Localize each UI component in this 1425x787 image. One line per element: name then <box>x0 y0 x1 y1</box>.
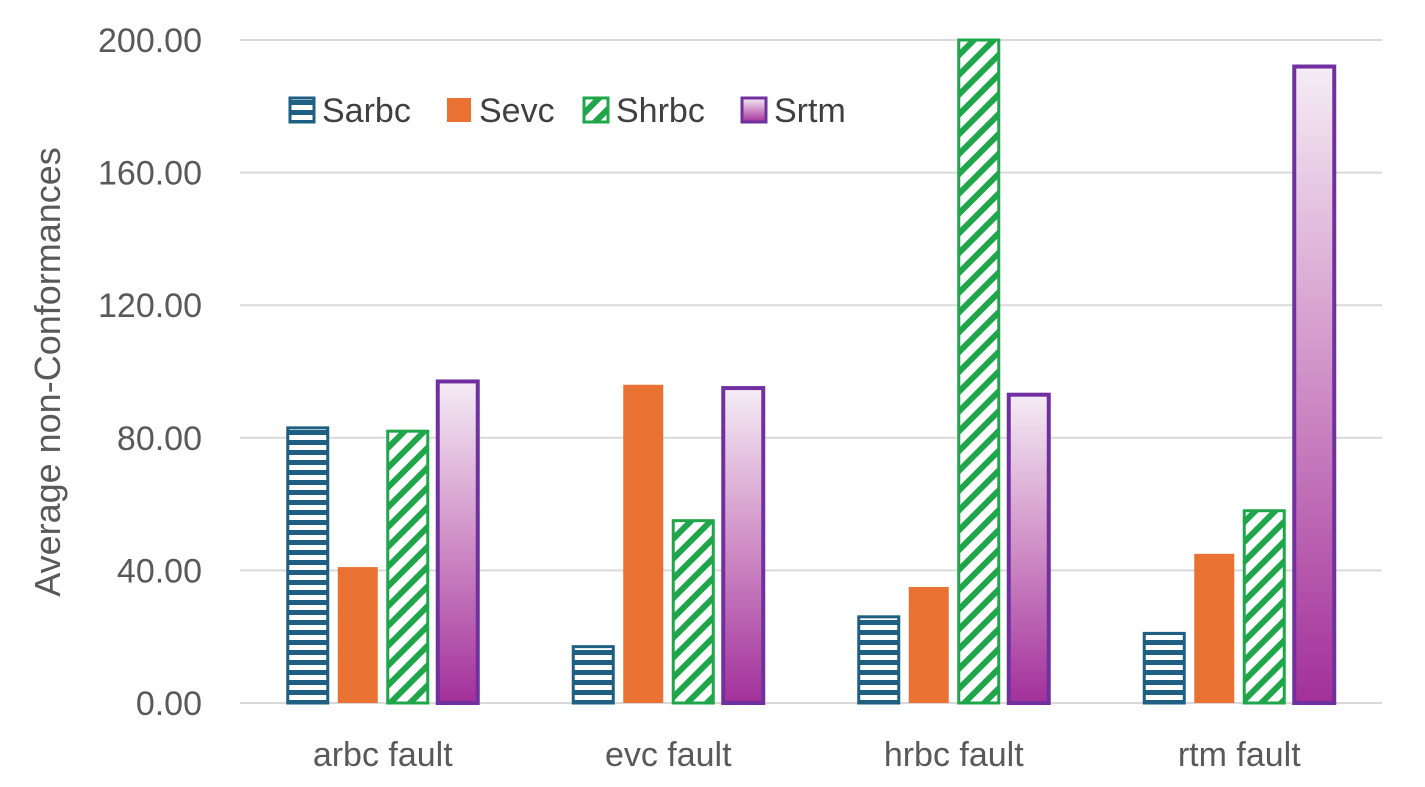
legend-swatch-sevc <box>447 98 471 122</box>
legend-label-shrbc: Shrbc <box>616 92 705 130</box>
bar-shrbc-evc-fault <box>671 519 715 705</box>
bar-shrbc-arbc-fault <box>386 429 430 705</box>
x-category-label: rtm fault <box>1178 736 1301 774</box>
bar-sevc-evc-fault <box>623 384 664 703</box>
bar-sarbc-hrbc-fault <box>857 615 901 705</box>
bar-srtm-hrbc-fault <box>1006 392 1051 705</box>
y-tick-label: 80.00 <box>117 420 202 458</box>
x-category-label: hrbc fault <box>884 736 1024 774</box>
bar-srtm-rtm-fault <box>1292 64 1337 705</box>
x-category-label: evc fault <box>605 736 732 774</box>
bar-srtm-evc-fault <box>721 386 766 705</box>
y-tick-label: 40.00 <box>117 552 202 590</box>
bar-srtm-arbc-fault <box>435 379 480 705</box>
bars <box>286 38 1337 705</box>
y-axis-title: Average non-Conformances <box>27 147 68 597</box>
x-category-label: arbc fault <box>313 736 453 774</box>
y-tick-label: 160.00 <box>98 155 202 193</box>
bar-sevc-hrbc-fault <box>908 586 949 703</box>
legend: Sarbc Sevc Shrbc Srtm <box>288 92 846 130</box>
bar-sarbc-arbc-fault <box>286 426 330 705</box>
y-tick-label: 200.00 <box>98 22 202 60</box>
y-axis-ticks: 0.00 40.00 80.00 120.00 160.00 200.00 <box>98 22 202 723</box>
bar-shrbc-hrbc-fault <box>957 38 1001 705</box>
legend-label-sarbc: Sarbc <box>322 92 411 130</box>
bar-sarbc-rtm-fault <box>1142 631 1186 705</box>
x-axis-categories: arbc fault evc fault hrbc fault rtm fault <box>313 736 1301 774</box>
bar-shrbc-rtm-fault <box>1242 509 1286 705</box>
y-tick-label: 0.00 <box>136 685 202 723</box>
bar-sevc-arbc-fault <box>337 567 378 703</box>
bar-sarbc-evc-fault <box>571 645 615 705</box>
legend-label-srtm: Srtm <box>774 92 846 130</box>
legend-swatch-sarbc <box>288 96 316 124</box>
bar-sevc-rtm-fault <box>1194 553 1235 703</box>
gridlines <box>240 39 1382 704</box>
legend-swatch-shrbc <box>582 96 610 124</box>
legend-swatch-srtm <box>740 96 768 124</box>
y-tick-label: 120.00 <box>98 287 202 325</box>
legend-label-sevc: Sevc <box>479 92 555 130</box>
